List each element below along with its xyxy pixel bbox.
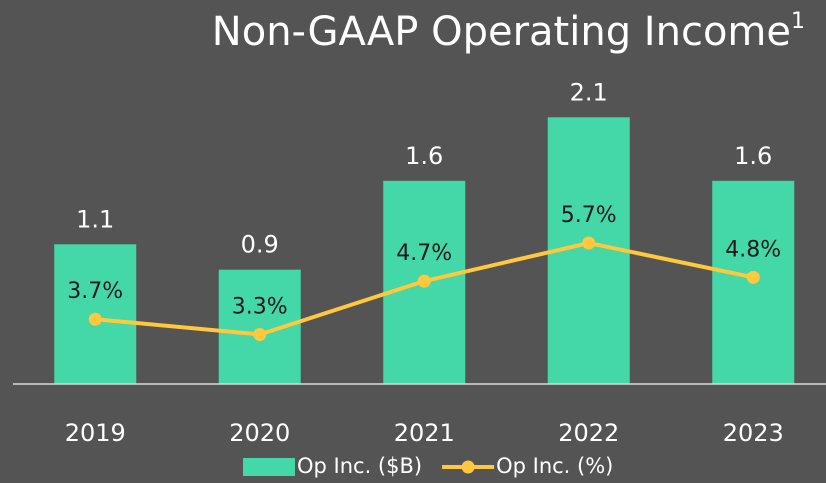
line-value-label: 3.3% xyxy=(232,294,288,319)
x-tick-label: 2023 xyxy=(723,419,784,447)
line-point xyxy=(746,270,760,284)
legend-label: Op Inc. (%) xyxy=(496,454,613,478)
line-point xyxy=(417,274,431,288)
title-superscript: 1 xyxy=(791,9,805,34)
legend-swatch xyxy=(243,458,295,476)
legend-swatch-point xyxy=(461,460,475,474)
x-tick-label: 2021 xyxy=(394,419,455,447)
x-tick-label: 2020 xyxy=(229,419,290,447)
chart-title: Non-GAAP Operating Income1 xyxy=(212,9,805,55)
line-point xyxy=(88,312,102,326)
x-tick-label: 2022 xyxy=(558,419,619,447)
bar-value-label: 1.6 xyxy=(405,142,443,170)
x-tick-label: 2019 xyxy=(65,419,126,447)
bar-value-label: 1.1 xyxy=(76,205,114,233)
line-point xyxy=(582,236,596,250)
line-value-label: 4.7% xyxy=(396,241,452,266)
title-text: Non-GAAP Operating Income xyxy=(212,9,791,55)
line-value-label: 5.7% xyxy=(561,203,617,228)
bar-value-label: 1.6 xyxy=(734,142,772,170)
line-value-label: 3.7% xyxy=(67,279,123,304)
bar-value-label: 2.1 xyxy=(570,78,608,106)
line-value-label: 4.8% xyxy=(725,237,781,262)
bar-value-label: 0.9 xyxy=(241,231,279,259)
legend-label: Op Inc. ($B) xyxy=(297,454,422,478)
line-point xyxy=(253,327,267,341)
